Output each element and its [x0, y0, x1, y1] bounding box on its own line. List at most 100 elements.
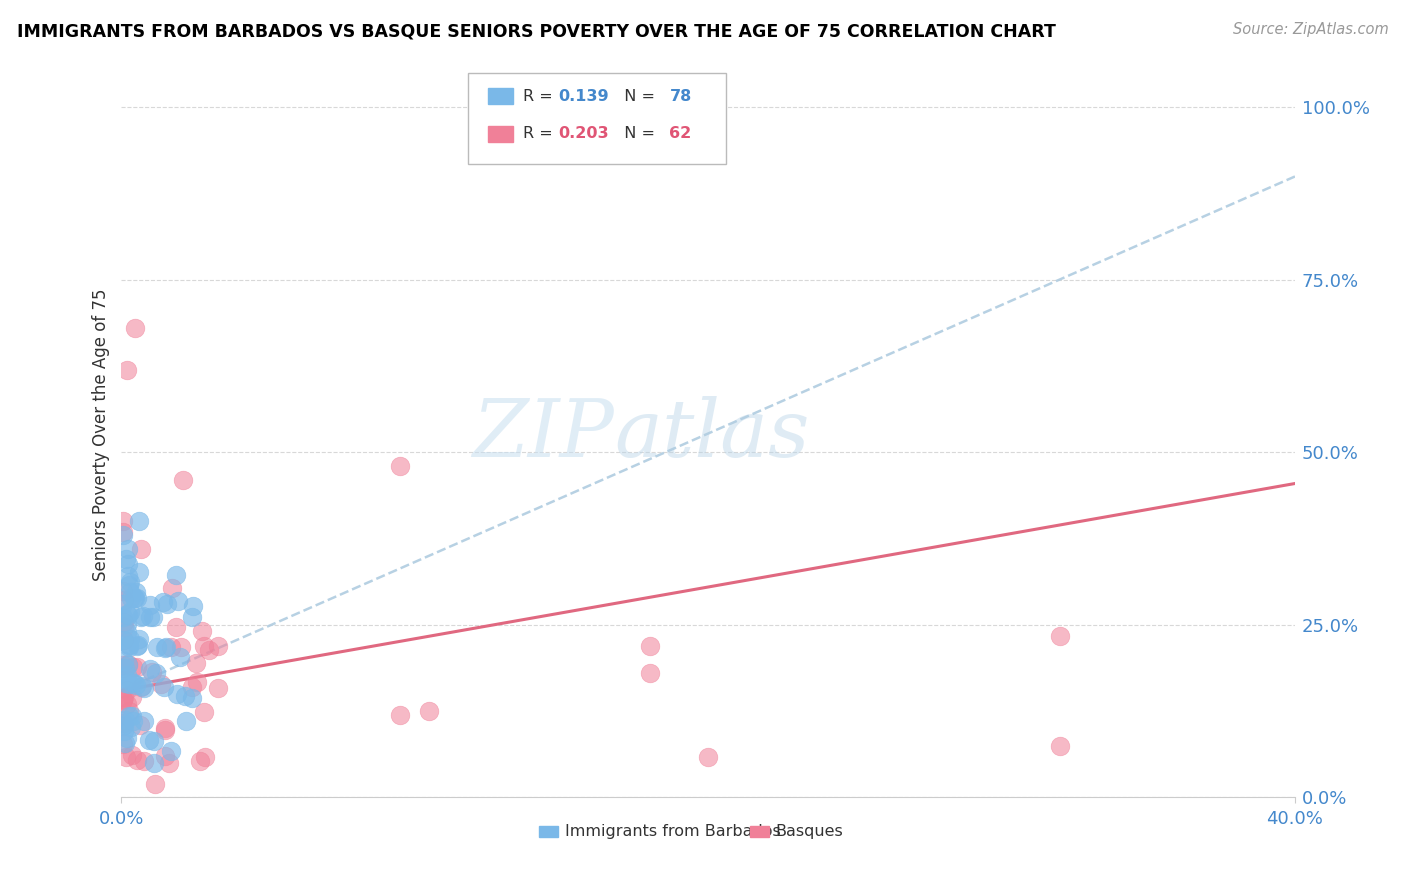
Point: [165, 568, 187, 582]
Point: [118, 640, 141, 655]
Point: [111, 584, 134, 599]
Point: [121, 748, 143, 763]
Point: [114, 713, 136, 727]
Point: [124, 321, 146, 335]
Point: [1049, 629, 1071, 643]
Point: [155, 640, 177, 655]
Point: [132, 754, 155, 768]
Point: [128, 565, 150, 579]
Point: [118, 575, 141, 590]
Point: [125, 753, 148, 767]
Point: [111, 693, 134, 707]
Point: [389, 459, 412, 474]
Text: 78: 78: [669, 88, 692, 103]
Point: [160, 582, 183, 596]
Point: [180, 690, 202, 705]
Text: N =: N =: [614, 127, 661, 141]
Bar: [488, 126, 513, 142]
Point: [170, 640, 193, 654]
Point: [638, 639, 661, 653]
Point: [117, 657, 139, 672]
Point: [155, 749, 177, 764]
Point: [139, 662, 162, 676]
Point: [111, 692, 134, 706]
Text: 0.203: 0.203: [558, 127, 609, 141]
Point: [112, 690, 135, 705]
Point: [112, 654, 135, 668]
Text: Immigrants from Barbados: Immigrants from Barbados: [565, 824, 780, 838]
Point: [166, 593, 188, 607]
Point: [118, 606, 141, 620]
Point: [117, 542, 139, 557]
Point: [112, 632, 135, 647]
Point: [115, 731, 138, 746]
Text: IMMIGRANTS FROM BARBADOS VS BASQUE SENIORS POVERTY OVER THE AGE OF 75 CORRELATIO: IMMIGRANTS FROM BARBADOS VS BASQUE SENIO…: [17, 22, 1056, 40]
Point: [138, 610, 160, 624]
Point: [128, 717, 150, 731]
Point: [127, 638, 149, 652]
Text: ZIP: ZIP: [472, 396, 614, 474]
Point: [1049, 739, 1071, 753]
Point: [122, 714, 145, 728]
Point: [111, 524, 134, 539]
Point: [121, 709, 143, 723]
Point: [114, 750, 136, 764]
Point: [174, 689, 197, 703]
Point: [142, 609, 165, 624]
Text: 62: 62: [669, 127, 692, 141]
Point: [157, 756, 180, 770]
Text: atlas: atlas: [614, 396, 810, 474]
Point: [131, 679, 153, 693]
Point: [117, 578, 139, 592]
Point: [118, 677, 141, 691]
Text: Source: ZipAtlas.com: Source: ZipAtlas.com: [1233, 22, 1389, 37]
Bar: [488, 88, 513, 104]
Point: [115, 667, 138, 681]
Point: [207, 681, 229, 696]
Point: [117, 568, 139, 582]
Point: [166, 687, 188, 701]
Point: [697, 750, 720, 764]
Point: [112, 718, 135, 732]
Point: [190, 624, 212, 639]
Text: 0.139: 0.139: [558, 88, 609, 103]
Point: [111, 598, 134, 612]
Point: [118, 638, 141, 652]
Point: [138, 732, 160, 747]
Point: [117, 638, 139, 652]
Point: [115, 607, 138, 622]
Point: [125, 640, 148, 654]
Point: [207, 639, 229, 653]
Point: [160, 744, 183, 758]
Point: [193, 705, 215, 719]
Point: [117, 607, 139, 622]
Point: [145, 640, 167, 654]
Point: [143, 777, 166, 791]
Text: R =: R =: [523, 88, 558, 103]
Point: [120, 585, 142, 599]
Point: [389, 708, 412, 723]
Point: [114, 661, 136, 675]
Point: [188, 754, 211, 768]
Y-axis label: Seniors Poverty Over the Age of 75: Seniors Poverty Over the Age of 75: [93, 289, 110, 582]
Point: [112, 592, 135, 607]
Point: [120, 591, 142, 605]
Point: [124, 591, 146, 606]
Point: [172, 473, 194, 487]
Text: Basques: Basques: [776, 824, 844, 838]
Point: [114, 736, 136, 750]
Point: [186, 656, 208, 670]
Point: [193, 639, 215, 653]
Point: [120, 720, 142, 734]
Point: [129, 681, 152, 695]
Point: [181, 599, 204, 613]
Point: [125, 660, 148, 674]
Point: [153, 723, 176, 738]
Point: [127, 591, 149, 605]
Point: [169, 650, 191, 665]
Point: [194, 750, 217, 764]
Point: [174, 714, 197, 729]
Point: [181, 609, 204, 624]
Point: [143, 756, 166, 770]
Point: [111, 737, 134, 751]
